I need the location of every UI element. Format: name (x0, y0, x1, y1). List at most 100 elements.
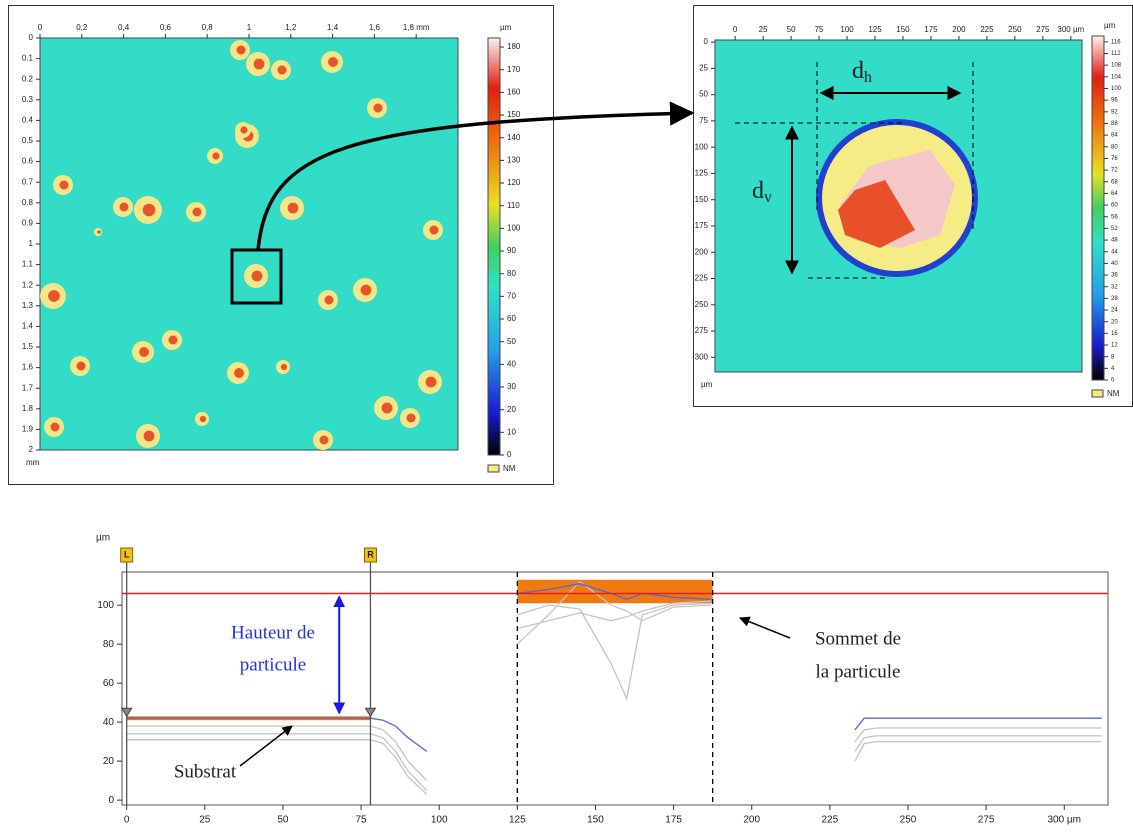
particle-core (97, 230, 101, 234)
colorbar-tick-label: 28 (1111, 296, 1118, 302)
x-tick-label: 1,6 (369, 23, 381, 32)
y-tick-label: 75 (699, 116, 708, 125)
colorbar-tick-label: 60 (1111, 203, 1118, 209)
colorbar-unit: µm (1104, 21, 1116, 30)
nm-swatch (1091, 389, 1104, 398)
x-tick-label: 0,2 (76, 23, 88, 32)
colorbar-tick-label: 116 (1111, 39, 1121, 45)
cursor-handle (363, 547, 377, 563)
colorbar-tick-label: 76 (1111, 156, 1118, 162)
particle-core (251, 270, 263, 282)
x-tick-label: 175 (665, 815, 682, 826)
y-tick-label: 175 (695, 221, 709, 230)
particle-core (212, 152, 220, 160)
particle-core (76, 361, 86, 371)
x-tick-label: 125 (868, 25, 882, 34)
cursor-label: L (124, 549, 130, 559)
particle-core (236, 45, 246, 55)
x-tick-label: 0 (38, 23, 43, 32)
y-tick-label: 100 (695, 142, 709, 151)
y-tick-label: 0.7 (22, 177, 34, 186)
x-tick-label: 275 (1036, 25, 1050, 34)
colorbar-tick-label: 160 (507, 88, 521, 97)
y-tick-label: 1.6 (22, 363, 34, 372)
nm-label: NM (1107, 389, 1120, 398)
cursor-marker (120, 707, 133, 718)
colorbar-tick-label: 108 (1111, 63, 1122, 69)
y-tick-label: 0.8 (22, 198, 34, 207)
x-unit: mm (26, 458, 40, 467)
x-tick-label: 0,6 (160, 23, 172, 32)
map-overview: 0 0,2 0,4 0,6 0,8 1 1,2 1,4 1,6 1,8 mm 0 0.1 0.2 0.3 0… (22, 23, 521, 473)
map-zoom: 0 25 50 75 100 125 150 175 200 225 250 275 300 µm025… (695, 21, 1122, 398)
x-tick-label: 225 (822, 815, 839, 826)
x-tick-label: 1 (247, 23, 252, 32)
level-band (517, 579, 713, 604)
x-tick-label: 0,8 (202, 23, 214, 32)
cursor-marker (364, 707, 377, 718)
y-tick-label: 50 (699, 90, 708, 99)
y-tick-label: 1.3 (22, 301, 34, 310)
substrate-annotation: Substrat (174, 761, 237, 782)
x-tick-label: 175 (924, 25, 938, 34)
colorbar (1091, 35, 1105, 381)
y-tick-label: 1.1 (22, 260, 34, 269)
colorbar-tick-label: 110 (507, 201, 520, 210)
y-tick-label: 0.2 (22, 74, 34, 83)
colorbar-tick-label: 80 (1111, 144, 1118, 150)
profile-chart: 0 25 50 75 100 125 150 175 200 225 250 275 300 µm 0 20… (96, 533, 1109, 826)
particle-core (425, 376, 437, 388)
colorbar-tick-label: 40 (1111, 261, 1118, 267)
y-tick-label: 1 (29, 239, 34, 248)
y-tick-label: 2 (29, 445, 34, 454)
colorbar-tick-label: 60 (507, 314, 516, 323)
cursor-handle (120, 547, 134, 563)
colorbar-unit: µm (500, 23, 512, 32)
colorbar-tick-label: 20 (507, 405, 516, 414)
x-tick-label: 0 (124, 815, 130, 826)
x-tick-label: 150 (896, 25, 910, 34)
colorbar-tick-label: 8 (1111, 354, 1115, 360)
cursor-label: R (367, 549, 374, 559)
panel-frame (8, 5, 554, 485)
x-tick-label: 0,4 (118, 23, 130, 32)
dimension-subscript: h (864, 69, 872, 86)
dimension-subscript: v (764, 189, 772, 206)
plot-area (121, 571, 1109, 806)
x-tick-label: 200 (952, 25, 966, 34)
colorbar-tick-label: 4 (1111, 366, 1115, 372)
particle-core (119, 202, 129, 212)
colorbar-tick-label: 12 (1111, 343, 1118, 349)
profile-line (126, 583, 1102, 752)
colorbar-tick-label: 88 (1111, 121, 1118, 127)
nm-swatch (487, 464, 500, 473)
y-tick-label: 1.8 (22, 404, 34, 413)
x-tick-label: 1,8 mm (403, 23, 430, 32)
particle-core (287, 202, 299, 214)
y-tick-label: 0.6 (22, 157, 34, 166)
colorbar-tick-label: 30 (507, 382, 516, 391)
y-tick-label: 300 (695, 352, 709, 361)
colorbar-tick-label: 150 (507, 110, 521, 119)
y-tick-label: 1.9 (22, 425, 34, 434)
colorbar-tick-label: 10 (507, 427, 516, 436)
x-tick-label: 250 (900, 815, 917, 826)
x-tick-label: 225 (980, 25, 994, 34)
colorbar-tick-label: 120 (507, 178, 521, 187)
colorbar-tick-label: 44 (1111, 249, 1118, 255)
particle-core (324, 295, 334, 305)
zoom-arrow (256, 101, 695, 251)
particle-core (406, 413, 416, 423)
particle-core (59, 180, 69, 190)
y-tick-label: 20 (103, 756, 115, 767)
y-tick-label: 275 (695, 326, 709, 335)
y-tick-label: 250 (695, 300, 709, 309)
y-tick-label: 25 (699, 63, 708, 72)
y-tick-label: 100 (97, 600, 114, 611)
y-tick-label: 0.3 (22, 95, 34, 104)
colorbar-tick-label: 100 (1111, 86, 1122, 92)
top-annotation: la particule (816, 661, 901, 682)
dimension-symbol: d (752, 178, 764, 204)
y-tick-label: 225 (695, 274, 709, 283)
